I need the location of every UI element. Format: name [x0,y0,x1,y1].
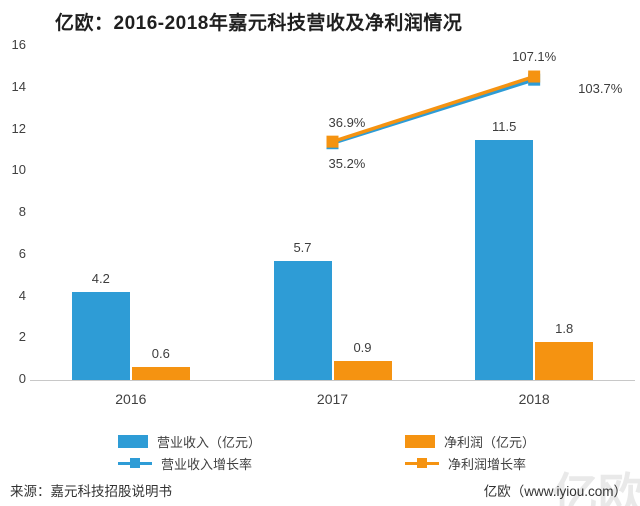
bar-net-profit-2016 [131,367,190,380]
brand-credit: 亿欧（www.iyiou.com） [483,484,627,499]
legend-row-lines: 营业收入增长率 净利润增长率 [118,452,630,474]
marker-revenue-growth [326,137,339,150]
line-value-label-revenue-growth-2017: 35.2% [328,156,366,172]
x-axis-category-label: 2018 [518,391,550,407]
legend-item-revenue-growth: 营业收入增长率 [118,454,405,473]
x-axis-category-label: 2017 [316,391,349,407]
bar-value-label-net-profit-2018: 1.8 [555,321,574,337]
line-value-label-revenue-growth-2018: 103.7% [578,80,623,96]
legend-label-revenue: 营业收入（亿元） [157,434,262,450]
legend-swatch-net-profit [405,434,435,448]
y-axis-tick-label: 12 [11,120,26,136]
legend-item-net-profit: 净利润（亿元） [405,432,535,451]
legend-swatch-revenue-growth [118,458,152,468]
bar-value-label-net-profit-2016: 0.6 [151,346,170,362]
bar-net-profit-2017 [333,361,392,380]
legend-row-bars: 营业收入（亿元） 净利润（亿元） [118,430,630,452]
bar-net-profit-2018 [535,342,594,380]
x-axis-line [30,380,635,381]
bar-value-label-revenue-2018: 11.5 [491,118,517,134]
legend-label-net-profit-growth: 净利润增长率 [448,456,527,472]
marker-net-profit-growth [528,70,541,83]
legend-label-net-profit: 净利润（亿元） [444,434,536,450]
legend-item-net-profit-growth: 净利润增长率 [405,454,526,473]
source-note: 来源：嘉元科技招股说明书 [10,484,172,499]
bar-value-label-revenue-2016: 4.2 [91,271,110,287]
line-value-label-net-profit-growth-2017: 36.9% [328,114,366,130]
legend-label-revenue-growth: 营业收入增长率 [161,456,253,472]
marker-revenue-growth [528,73,541,86]
legend-swatch-net-profit-growth [405,458,439,468]
y-axis-tick-label: 4 [18,287,26,303]
line-value-label-net-profit-growth-2018: 107.1% [512,48,557,64]
y-axis-tick-label: 16 [11,37,26,52]
bar-revenue-2018 [475,139,534,380]
x-axis-category-label: 2016 [115,391,147,407]
legend-item-revenue: 营业收入（亿元） [118,432,405,451]
y-axis-tick-label: 2 [18,329,26,345]
bar-value-label-revenue-2017: 5.7 [293,240,312,255]
y-axis-tick-label: 8 [18,204,26,219]
bar-value-label-net-profit-2017: 0.9 [353,340,372,356]
bar-revenue-2017 [273,261,332,380]
y-axis-tick-label: 10 [11,162,26,178]
y-axis-tick-label: 6 [18,245,26,261]
marker-net-profit-growth [326,135,339,148]
y-axis-tick-label: 0 [18,371,26,386]
chart-title: 亿欧：2016-2018年嘉元科技营收及净利润情况 [55,13,463,34]
legend: 营业收入（亿元） 净利润（亿元） 营业收入增长率 净利润增长率 [118,430,630,474]
y-axis-tick-label: 14 [11,78,26,94]
brand-watermark-icon: 亿欧 [552,469,640,506]
legend-swatch-revenue [118,434,148,448]
bar-revenue-2016 [71,292,130,380]
